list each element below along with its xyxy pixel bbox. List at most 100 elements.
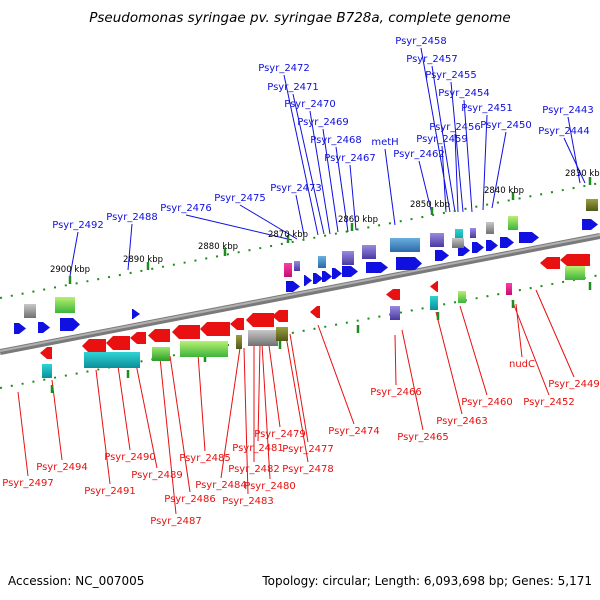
- bottom-leader-line: [197, 353, 206, 452]
- gene-feature-box: [586, 199, 598, 211]
- forward-gene-arrow: [132, 309, 140, 319]
- bottom-gene-label: Psyr_2497: [2, 478, 54, 489]
- forward-gene-arrow: [396, 257, 422, 270]
- top-gene-label: Psyr_2488: [106, 212, 158, 223]
- bottom-gene-label: Psyr_2494: [36, 462, 88, 473]
- top-gene-label: Psyr_2455: [425, 70, 477, 81]
- bottom-gene-label: Psyr_2490: [104, 452, 156, 463]
- top-gene-label: Psyr_2468: [310, 135, 362, 146]
- reverse-gene-arrow: [230, 318, 244, 330]
- gene-feature-box: [455, 229, 463, 243]
- bottom-gene-label: Psyr_2482: [228, 464, 280, 475]
- bottom-gene-label: Psyr_2480: [244, 481, 296, 492]
- forward-gene-arrow: [304, 275, 312, 286]
- top-leader-line: [295, 194, 305, 236]
- gene-feature-box: [180, 341, 228, 357]
- forward-gene-arrow: [14, 323, 26, 334]
- forward-gene-arrow: [366, 262, 388, 273]
- top-leader-line: [441, 145, 447, 213]
- top-gene-label: Psyr_2475: [214, 193, 266, 204]
- gene-feature-box: [390, 238, 420, 252]
- top-leader-line: [322, 128, 339, 233]
- top-leader-line: [283, 74, 319, 236]
- top-leader-line: [418, 160, 433, 215]
- forward-gene-arrow: [38, 322, 50, 333]
- bottom-leader-line: [317, 324, 355, 425]
- bottom-gene-label: Psyr_2460: [461, 397, 513, 408]
- bottom-gene-label: Psyr_2452: [523, 397, 575, 408]
- bottom-leader-line: [435, 311, 463, 415]
- top-gene-label: Psyr_2473: [270, 183, 322, 194]
- top-leader-line: [491, 131, 507, 209]
- gene-feature-box: [430, 233, 444, 247]
- bottom-gene-label: Psyr_2465: [397, 432, 449, 443]
- reverse-gene-arrow: [148, 329, 170, 342]
- forward-gene-arrow: [342, 266, 358, 277]
- bottom-leader-line: [243, 347, 249, 495]
- gene-feature-box: [42, 364, 52, 378]
- forward-gene-arrow: [486, 240, 498, 251]
- gene-feature-box: [486, 222, 494, 234]
- reverse-gene-arrow: [82, 339, 106, 353]
- bottom-gene-label: Psyr_2487: [150, 516, 202, 527]
- top-leader-line: [463, 99, 473, 213]
- top-gene-label: Psyr_2476: [160, 203, 212, 214]
- top-leader-line: [567, 116, 581, 184]
- gene-feature-box: [24, 304, 36, 318]
- top-leader-line: [292, 93, 325, 235]
- bottom-gene-label: Psyr_2486: [164, 494, 216, 505]
- top-leader-line: [185, 214, 293, 241]
- forward-gene-arrow: [60, 318, 80, 331]
- bottom-gene-label: Psyr_2449: [548, 379, 600, 390]
- bottom-leader-line: [220, 347, 241, 479]
- forward-gene-arrow: [582, 219, 598, 230]
- gene-feature-box: [152, 347, 170, 361]
- gene-feature-box: [248, 330, 278, 346]
- reverse-gene-arrow: [200, 322, 230, 336]
- forward-gene-arrow: [313, 273, 323, 284]
- gene-feature-box: [508, 216, 518, 230]
- bottom-leader-line: [289, 333, 309, 443]
- top-gene-label: Psyr_2467: [324, 153, 376, 164]
- bottom-leader-line: [95, 369, 111, 485]
- gene-feature-box: [470, 228, 476, 238]
- gene-feature-box: [236, 335, 242, 349]
- top-gene-label: Psyr_2457: [406, 54, 458, 65]
- bottom-leader-line: [511, 299, 550, 396]
- top-leader-line: [420, 47, 451, 213]
- top-leader-line: [431, 65, 456, 213]
- reverse-gene-arrow: [272, 310, 288, 322]
- bottom-leader-line: [117, 365, 131, 451]
- bottom-gene-label: Psyr_2479: [254, 429, 306, 440]
- scale-label: 2900 kbp: [50, 265, 90, 275]
- reverse-gene-arrow: [40, 347, 52, 359]
- scale-label: 2850 kbp: [410, 200, 450, 210]
- bottom-gene-label: Psyr_2477: [282, 444, 334, 455]
- gene-feature-box: [452, 238, 464, 248]
- reverse-gene-arrow: [310, 306, 320, 318]
- top-leader-line: [454, 133, 459, 213]
- bottom-leader-line: [515, 303, 523, 358]
- scale-label: 2870 kbp: [268, 230, 308, 240]
- bottom-leader-line: [535, 289, 575, 378]
- bottom-leader-line: [459, 305, 488, 396]
- scale-label: 2890 kbp: [123, 255, 163, 265]
- top-gene-label: Psyr_2444: [538, 126, 590, 137]
- gene-feature-box: [276, 327, 288, 341]
- scale-label: 2830 kbp: [565, 169, 600, 179]
- forward-gene-arrow: [519, 232, 539, 243]
- top-gene-label: metH: [371, 137, 398, 148]
- bottom-leader-line: [267, 337, 281, 428]
- top-leader-line: [482, 114, 488, 211]
- top-leader-line: [450, 81, 464, 213]
- bottom-leader-line: [401, 329, 424, 431]
- topology-label: Topology: circular; Length: 6,093,698 bp…: [262, 574, 592, 588]
- forward-gene-arrow: [332, 268, 342, 279]
- top-gene-label: Psyr_2459: [416, 134, 468, 145]
- genome-title: Pseudomonas syringae pv. syringae B728a,…: [89, 10, 511, 26]
- forward-gene-arrow: [286, 281, 300, 292]
- bottom-gene-label: Psyr_2463: [436, 416, 488, 427]
- top-gene-label: Psyr_2456: [429, 122, 481, 133]
